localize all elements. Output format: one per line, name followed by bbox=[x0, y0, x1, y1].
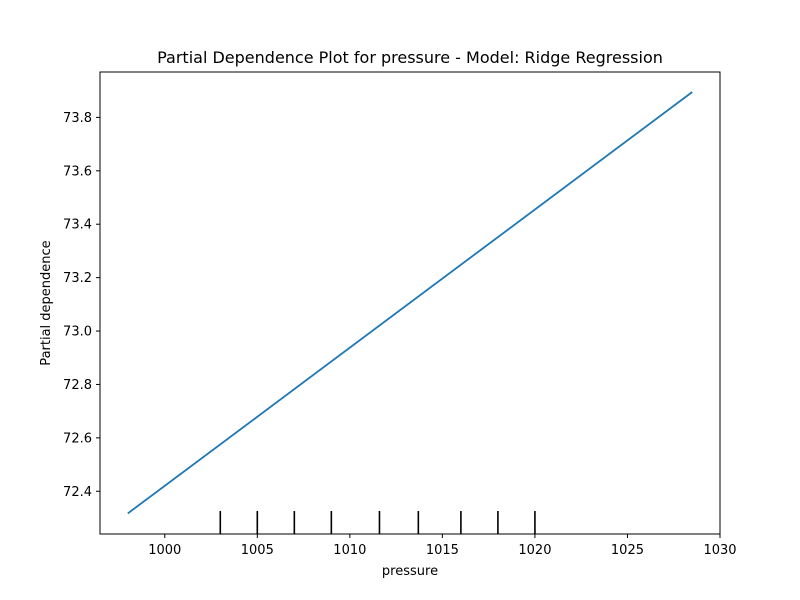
y-tick-label: 72.6 bbox=[63, 431, 92, 446]
series-line-0 bbox=[127, 91, 693, 515]
x-tick-label: 1020 bbox=[518, 543, 551, 558]
y-tick-label: 73.2 bbox=[63, 271, 92, 286]
y-tick-label: 73.6 bbox=[63, 164, 92, 179]
y-tick-label: 72.4 bbox=[63, 485, 92, 500]
axes-frame bbox=[99, 71, 721, 535]
y-tick-label: 73.8 bbox=[63, 111, 92, 126]
x-tick-label: 1025 bbox=[611, 543, 644, 558]
plot-area bbox=[99, 71, 721, 535]
y-axis: 72.4 72.6 72.8 73.0 73.2 73.4 73.6 73.8 bbox=[63, 111, 100, 500]
x-tick-label: 1000 bbox=[148, 543, 181, 558]
y-tick-label: 72.8 bbox=[63, 378, 92, 393]
x-tick-label: 1015 bbox=[426, 543, 459, 558]
y-tick-label: 73.0 bbox=[63, 325, 92, 340]
x-tick-label: 1030 bbox=[703, 543, 736, 558]
x-axis-label: pressure bbox=[382, 564, 438, 579]
chart-title: Partial Dependence Plot for pressure - M… bbox=[157, 48, 663, 67]
x-tick-label: 1010 bbox=[333, 543, 366, 558]
y-axis-label: Partial dependence bbox=[39, 240, 54, 365]
x-axis: 1000 1005 1010 1015 1020 1025 1030 bbox=[148, 534, 737, 558]
y-tick-label: 73.4 bbox=[63, 218, 92, 233]
x-tick-label: 1005 bbox=[241, 543, 274, 558]
